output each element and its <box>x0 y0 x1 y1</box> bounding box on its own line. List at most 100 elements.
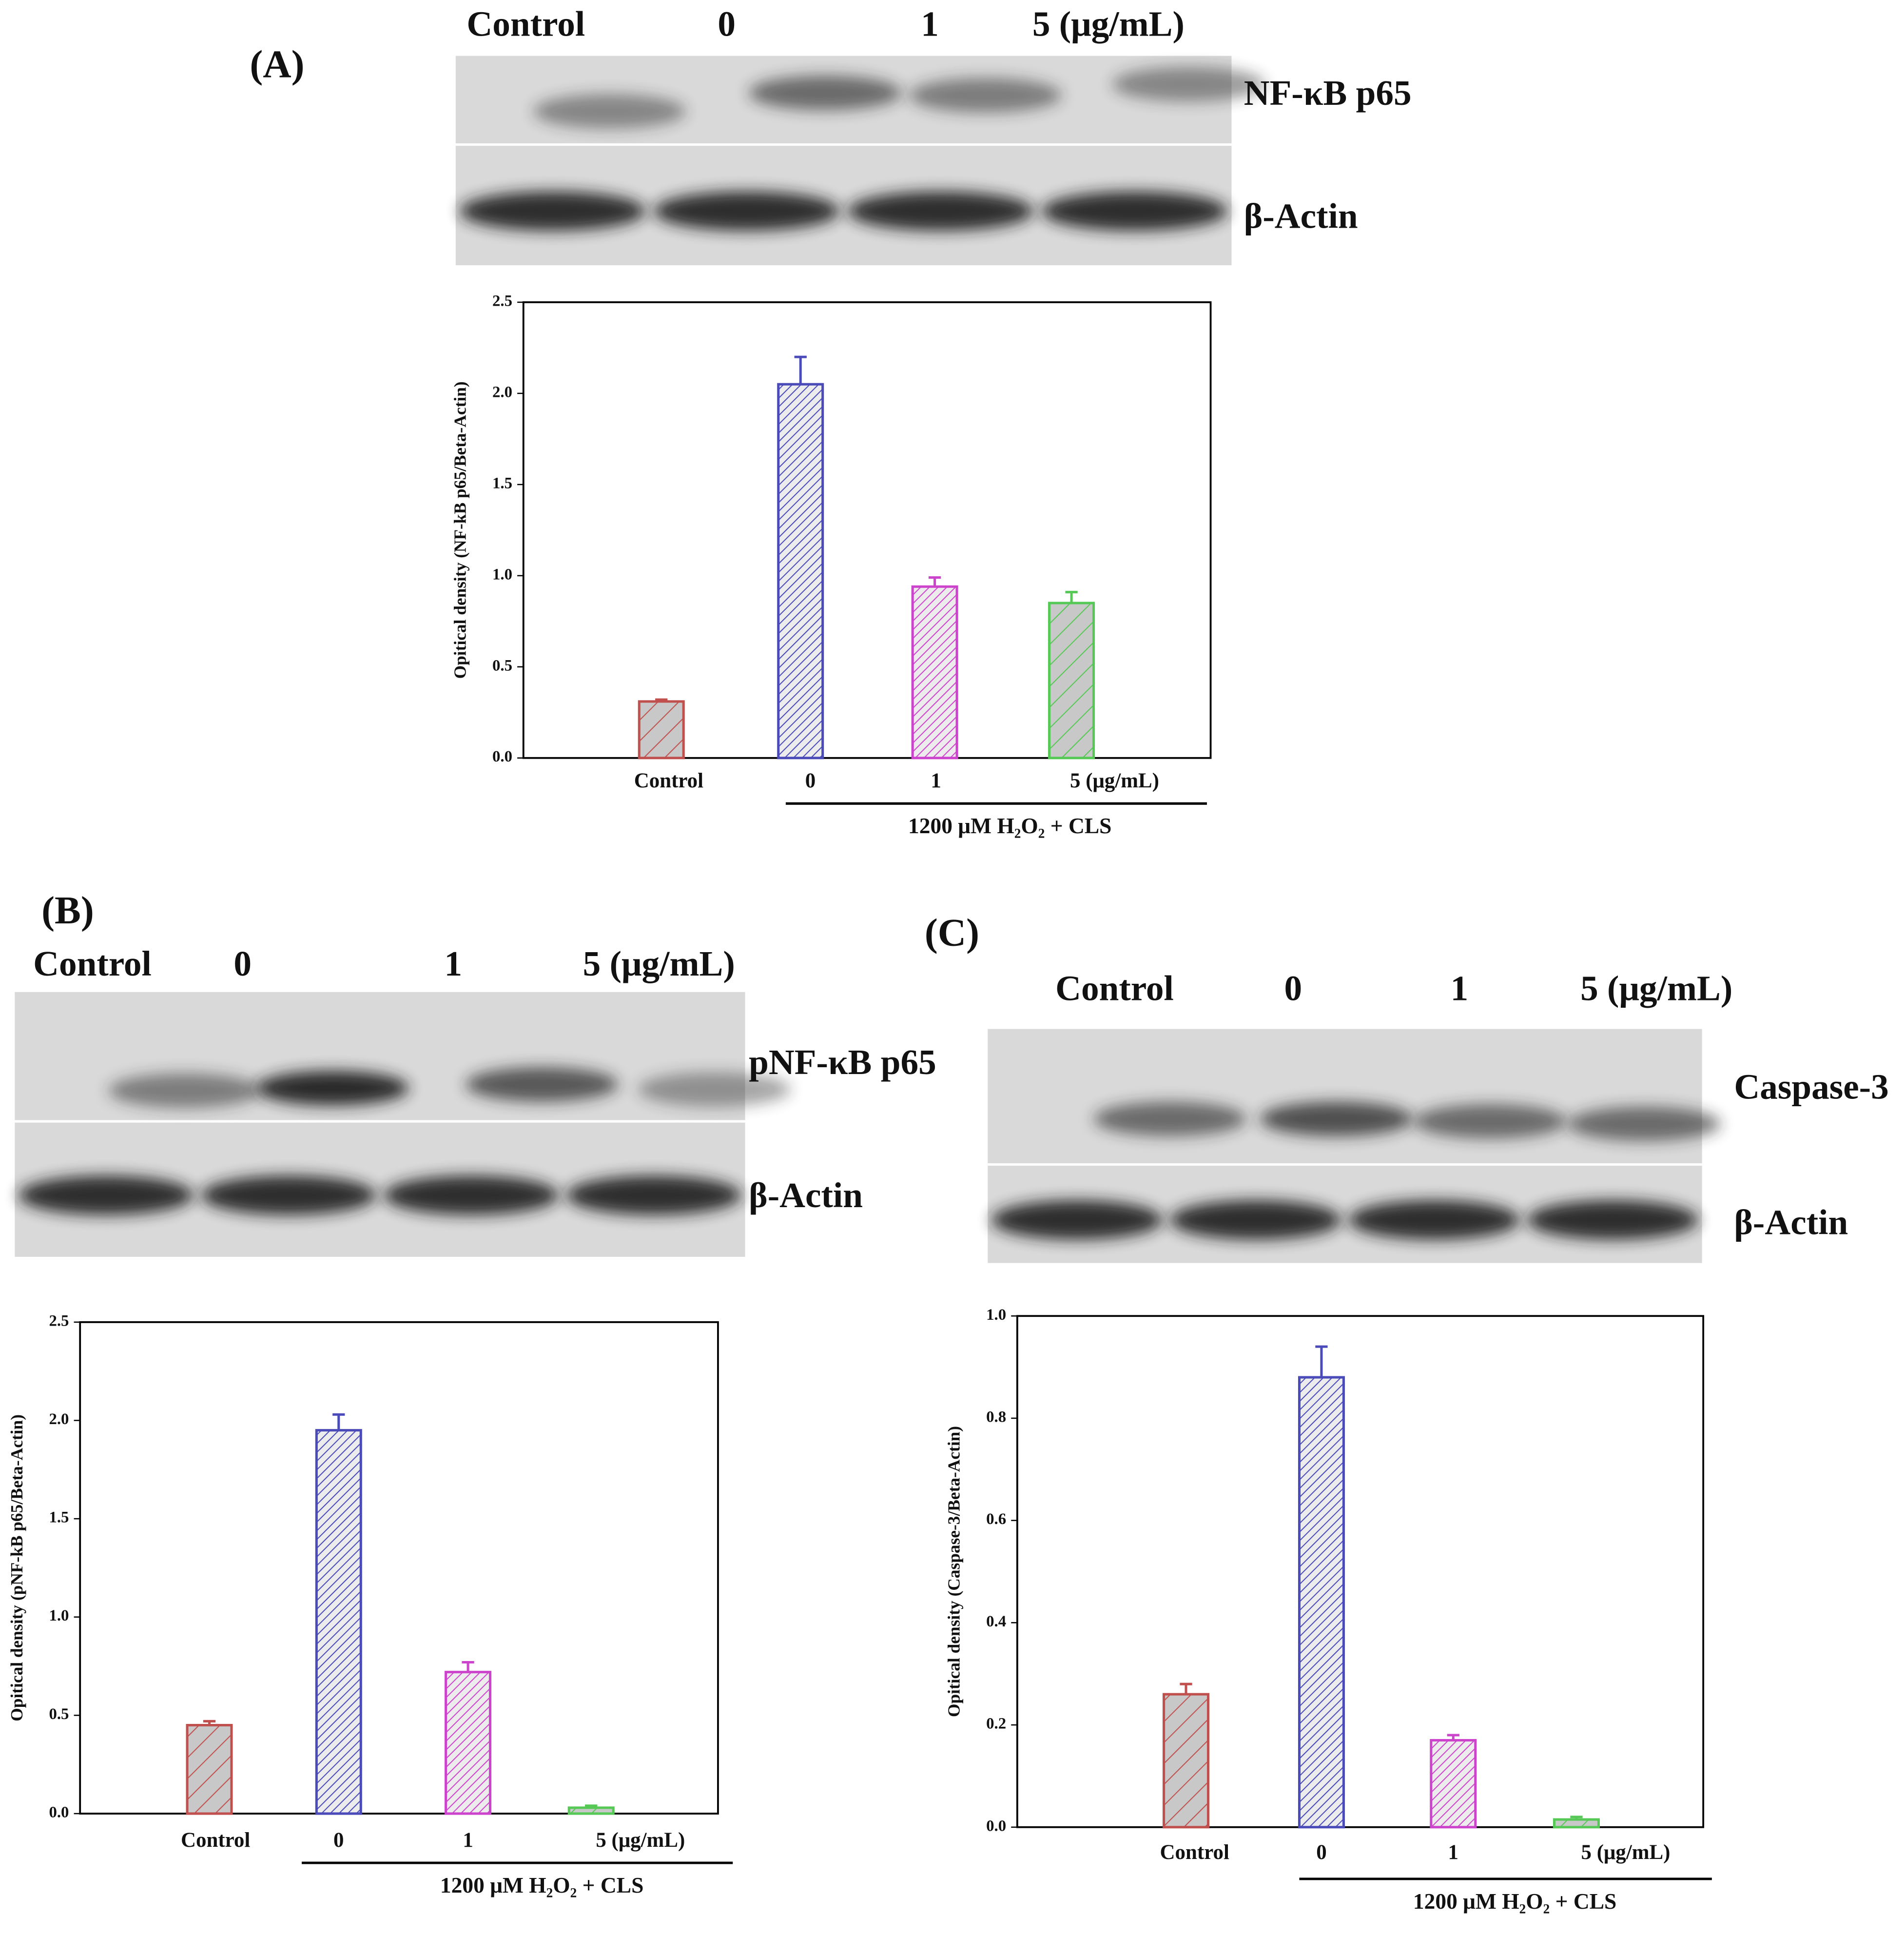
actin-band <box>1527 1200 1699 1240</box>
error-bar <box>462 1661 474 1672</box>
lane-label: 0 <box>718 4 736 43</box>
actin-band <box>991 1200 1163 1240</box>
group-label: 1200 μM H₂O₂ + CLS <box>1413 1889 1616 1914</box>
error-bar <box>203 1720 216 1725</box>
error-bar <box>794 355 807 385</box>
bar <box>777 383 824 760</box>
panel-label: (C) <box>925 911 979 955</box>
protein-band <box>1260 1101 1413 1136</box>
error-bar <box>1315 1345 1328 1378</box>
bar <box>1553 1818 1600 1829</box>
protein-band <box>108 1073 261 1108</box>
protein-band <box>638 1072 791 1107</box>
band-label: β-Actin <box>749 1175 863 1215</box>
band-label: β-Actin <box>1244 196 1358 235</box>
y-tick-label: 2.5 <box>492 292 512 310</box>
bar <box>1430 1739 1477 1829</box>
bar <box>1163 1693 1210 1829</box>
lane-label: Control <box>33 944 152 983</box>
y-tick-label: 0.5 <box>49 1705 69 1723</box>
bar <box>1048 602 1095 760</box>
x-tick-label: 1 <box>1448 1841 1458 1864</box>
x-tick-label: 0 <box>805 769 816 792</box>
lane-label: Control <box>466 4 585 43</box>
actin-band <box>383 1175 559 1215</box>
bar <box>638 700 685 760</box>
plot-frame <box>1016 1315 1705 1828</box>
lane-label: 5 (μg/mL) <box>1032 4 1185 43</box>
y-tick-label: 0.0 <box>986 1817 1006 1835</box>
y-tick-label: 2.0 <box>492 383 512 401</box>
lane-label: 1 <box>444 944 462 983</box>
protein-band <box>749 76 902 110</box>
error-bar <box>1065 590 1078 603</box>
x-tick-label: Control <box>1160 1841 1229 1864</box>
y-tick-label: 2.5 <box>49 1312 69 1330</box>
y-axis-label: Opitical density (NF-kB p65/Beta-Actin) <box>450 381 470 679</box>
y-tick-label: 0.5 <box>492 657 512 674</box>
plot-frame <box>522 301 1212 759</box>
actin-band <box>566 1175 742 1215</box>
group-label: 1200 μM H₂O₂ + CLS <box>908 813 1111 838</box>
y-tick-label: 1.0 <box>986 1306 1006 1324</box>
actin-band <box>1348 1200 1520 1240</box>
bar <box>1298 1376 1345 1829</box>
protein-band <box>909 78 1062 113</box>
y-tick-label: 1.5 <box>49 1509 69 1526</box>
x-tick-label: Control <box>181 1829 250 1852</box>
y-tick-label: 1.0 <box>492 566 512 583</box>
lane-label: 5 (μg/mL) <box>1580 969 1732 1008</box>
bar <box>567 1806 615 1815</box>
band-label: NF-κB p65 <box>1244 73 1412 113</box>
x-tick-label: 5 (μg/mL) <box>1070 769 1159 792</box>
x-tick-label: 5 (μg/mL) <box>596 1829 685 1852</box>
x-tick-label: 5 (μg/mL) <box>1581 1841 1671 1864</box>
actin-band <box>1169 1200 1341 1240</box>
actin-band <box>201 1175 376 1215</box>
band-label: Caspase-3 <box>1734 1067 1888 1107</box>
y-tick-label: 0.4 <box>986 1613 1006 1630</box>
lane-label: 1 <box>921 4 939 43</box>
actin-band <box>18 1175 194 1215</box>
protein-band <box>1093 1101 1246 1136</box>
protein-band <box>533 94 686 129</box>
x-tick-label: 1 <box>931 769 941 792</box>
x-tick-label: Control <box>634 769 703 792</box>
protein-band <box>1414 1104 1567 1139</box>
x-tick-label: 0 <box>333 1829 344 1852</box>
error-bar <box>1447 1734 1459 1740</box>
error-bar <box>928 576 941 587</box>
y-tick-label: 0.8 <box>986 1408 1006 1426</box>
y-tick-label: 0.0 <box>49 1803 69 1821</box>
x-tick-label: 1 <box>463 1829 473 1852</box>
actin-band <box>459 191 646 231</box>
protein-band <box>256 1071 409 1106</box>
protein-band <box>466 1067 619 1102</box>
y-axis-label: Opitical density (Caspase-3/Beta-Actin) <box>944 1426 964 1717</box>
bar <box>186 1723 233 1815</box>
band-label: β-Actin <box>1734 1203 1848 1242</box>
panel-label: (B) <box>41 889 94 932</box>
lane-label: Control <box>1055 969 1174 1008</box>
actin-band <box>653 191 840 231</box>
plot-frame <box>79 1321 719 1815</box>
band-label: pNF-κB p65 <box>749 1042 936 1082</box>
lane-label: 0 <box>233 944 252 983</box>
error-bar <box>655 698 668 702</box>
panel-label: (A) <box>250 42 304 86</box>
y-tick-label: 0.2 <box>986 1715 1006 1733</box>
protein-band <box>1568 1106 1721 1141</box>
error-bar <box>332 1413 345 1430</box>
lane-label: 5 (μg/mL) <box>583 944 735 983</box>
y-tick-label: 0.0 <box>492 748 512 765</box>
y-tick-label: 1.0 <box>49 1607 69 1624</box>
actin-band <box>847 191 1034 231</box>
bar <box>445 1671 492 1815</box>
y-tick-label: 1.5 <box>492 474 512 492</box>
error-bar <box>1570 1816 1583 1820</box>
actin-band <box>1041 191 1228 231</box>
bar <box>315 1429 362 1815</box>
x-tick-label: 0 <box>1316 1841 1326 1864</box>
lane-label: 1 <box>1451 969 1469 1008</box>
